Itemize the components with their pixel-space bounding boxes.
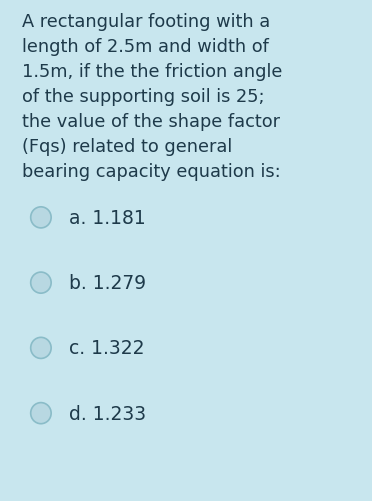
Text: d. 1.233: d. 1.233	[69, 404, 146, 423]
Ellipse shape	[31, 207, 51, 228]
Text: a. 1.181: a. 1.181	[69, 208, 145, 227]
Ellipse shape	[31, 403, 51, 424]
Text: c. 1.322: c. 1.322	[69, 339, 144, 358]
Ellipse shape	[31, 338, 51, 359]
Ellipse shape	[31, 273, 51, 294]
Text: b. 1.279: b. 1.279	[69, 274, 146, 293]
Text: A rectangular footing with a
length of 2.5m and width of
1.5m, if the the fricti: A rectangular footing with a length of 2…	[22, 13, 283, 180]
